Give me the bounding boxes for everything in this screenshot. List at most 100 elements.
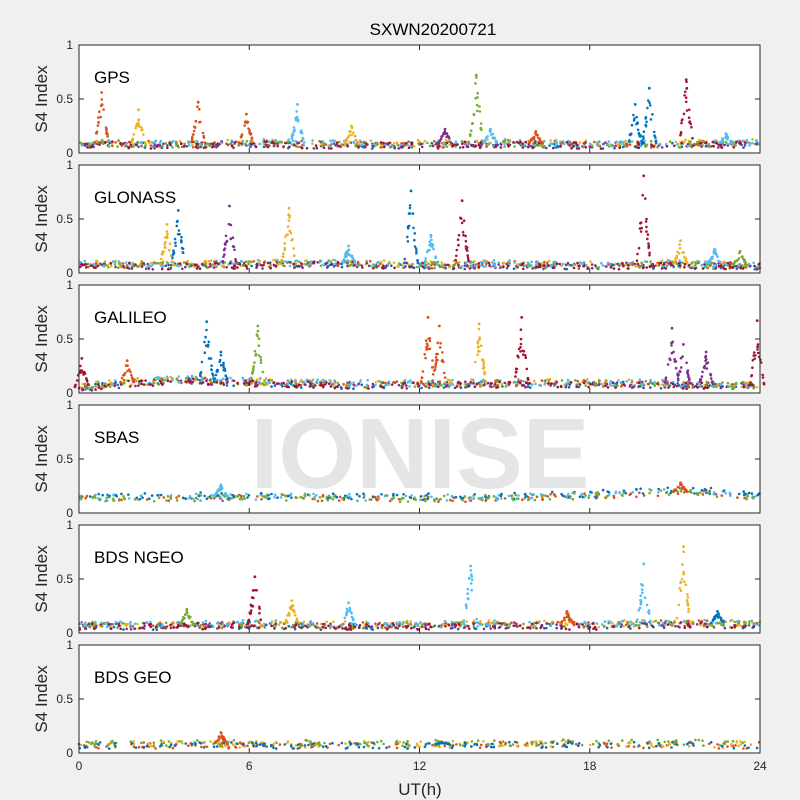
scatter-point [315, 380, 319, 384]
scatter-point [684, 257, 688, 260]
scatter-point [701, 267, 705, 270]
scatter-point [494, 145, 498, 148]
peak-point [489, 127, 492, 131]
scatter-point [284, 260, 288, 263]
scatter-point [617, 267, 621, 271]
scatter-point [450, 620, 454, 624]
scatter-point [728, 265, 732, 268]
scatter-point [522, 622, 525, 626]
scatter-point [345, 261, 349, 265]
scatter-point [261, 267, 264, 270]
scatter-point [214, 373, 218, 377]
scatter-point [340, 143, 343, 146]
scatter-point [108, 379, 111, 382]
scatter-point [469, 381, 472, 384]
scatter-point [591, 266, 594, 270]
scatter-point [670, 344, 673, 347]
scatter-point [352, 387, 355, 391]
scatter-point [643, 144, 647, 148]
scatter-point [435, 262, 439, 265]
scatter-point [692, 265, 695, 268]
scatter-point [161, 144, 164, 148]
scatter-point [420, 376, 424, 379]
scatter-point [720, 146, 724, 149]
scatter-point [746, 495, 749, 498]
scatter-point [107, 266, 110, 269]
scatter-point [255, 378, 259, 382]
scatter-point [407, 146, 411, 150]
scatter-point [371, 267, 375, 270]
scatter-point [645, 217, 648, 221]
scatter-point [467, 384, 471, 388]
scatter-point [414, 384, 417, 388]
scatter-point [243, 124, 246, 127]
scatter-point [219, 363, 223, 367]
scatter-point [261, 370, 265, 374]
scatter-point [226, 378, 229, 381]
scatter-point [649, 260, 652, 264]
scatter-point [508, 380, 511, 384]
scatter-point [628, 143, 632, 147]
scatter-point [269, 266, 273, 270]
scatter-point [106, 495, 110, 498]
scatter-point [152, 500, 156, 503]
scatter-point [130, 376, 134, 379]
scatter-point [204, 622, 208, 626]
scatter-point [606, 261, 610, 265]
scatter-point [325, 381, 328, 384]
scatter-point [596, 494, 599, 497]
scatter-point [425, 265, 429, 269]
scatter-point [329, 385, 333, 388]
scatter-point [86, 265, 90, 269]
scatter-point [734, 144, 737, 147]
scatter-point [364, 625, 368, 629]
scatter-point [462, 233, 465, 237]
peak-point [176, 209, 180, 212]
scatter-point [564, 263, 568, 267]
scatter-point [636, 262, 640, 266]
scatter-point [200, 360, 204, 364]
scatter-point [594, 492, 598, 495]
scatter-point [651, 262, 655, 266]
scatter-point [519, 328, 523, 332]
scatter-point [463, 264, 467, 267]
scatter-point [90, 388, 94, 392]
scatter-point [420, 386, 423, 390]
scatter-point [705, 381, 709, 385]
scatter-point [679, 264, 682, 267]
scatter-point [281, 385, 284, 388]
scatter-point [457, 264, 460, 267]
scatter-point [199, 494, 203, 497]
scatter-point [132, 133, 135, 136]
peak-point [443, 127, 447, 131]
scatter-point [131, 261, 135, 265]
scatter-point [290, 625, 293, 629]
scatter-point [379, 141, 383, 144]
scatter-point [549, 382, 553, 386]
scatter-point [424, 384, 427, 388]
scatter-point [222, 363, 225, 367]
scatter-point [479, 385, 482, 388]
scatter-point [468, 267, 472, 270]
scatter-point [730, 140, 733, 144]
peak-point [460, 199, 464, 203]
scatter-point [134, 126, 138, 130]
scatter-point [156, 261, 160, 265]
scatter-point [433, 261, 437, 264]
scatter-point [676, 625, 680, 628]
scatter-point [113, 263, 117, 266]
scatter-point [705, 358, 708, 361]
scatter-point [206, 343, 210, 347]
y-tick-label: 1 [66, 398, 73, 412]
scatter-point [262, 383, 266, 387]
scatter-point [324, 262, 328, 266]
scatter-point [718, 141, 722, 144]
scatter-point [406, 227, 410, 230]
scatter-point [487, 261, 491, 265]
scatter-point [617, 378, 620, 382]
scatter-point [642, 622, 646, 625]
scatter-point [384, 266, 388, 269]
scatter-point [691, 386, 694, 389]
scatter-point [86, 146, 89, 149]
scatter-point [272, 141, 275, 145]
